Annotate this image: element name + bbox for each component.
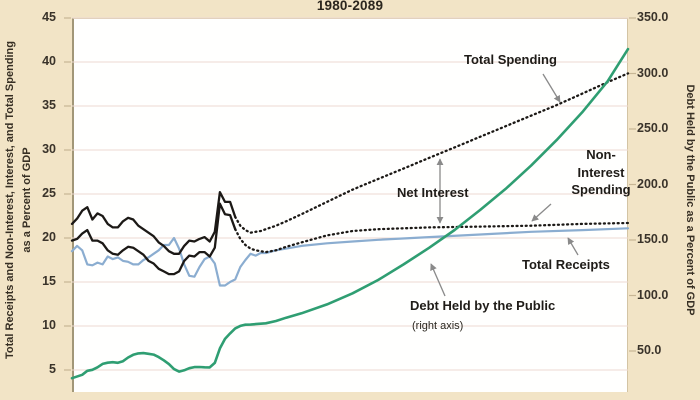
left-axis-tick-label: 30 bbox=[42, 142, 56, 156]
left-axis-tick-label: 15 bbox=[42, 274, 56, 288]
left-axis-tick-label: 25 bbox=[42, 186, 56, 200]
non-interest-spending-label-line3: Spending bbox=[571, 182, 631, 198]
total-spending-arrow bbox=[542, 73, 561, 103]
right-axis-tick-label: 200.0 bbox=[637, 176, 669, 191]
total-receipts-line bbox=[70, 227, 630, 287]
right-axis-tick-label: 250.0 bbox=[637, 121, 669, 135]
total-spending-line-projection bbox=[234, 72, 630, 234]
total-spending-line-history bbox=[70, 191, 237, 255]
left-axis-tick-label: 5 bbox=[49, 362, 56, 376]
non-interest-spending-line-history bbox=[70, 202, 237, 276]
chart-title: 1980-2089 bbox=[316, 0, 384, 13]
left-axis-tick-label: 40 bbox=[42, 54, 56, 68]
left-axis-tick-label: 20 bbox=[42, 230, 56, 244]
right-axis-tick-label: 50.0 bbox=[637, 343, 662, 357]
plot-area bbox=[72, 18, 628, 392]
left-axis-tick-label: 35 bbox=[42, 98, 56, 112]
right-axis-tick-label: 300.0 bbox=[637, 65, 669, 80]
debt-held-by-the-public-line bbox=[70, 47, 630, 380]
non-interest-spending-label-line2: Interest bbox=[577, 164, 625, 180]
right-axis-tick-label: 100.0 bbox=[637, 287, 669, 302]
non-interest-spending-label-line1: Non- bbox=[586, 147, 616, 162]
debt-held-right-axis-note: (right axis) bbox=[412, 320, 464, 332]
left-axis-tick-label: 45 bbox=[42, 10, 56, 24]
non-interest-spending-line-projection bbox=[234, 221, 630, 254]
debt-held-arrow bbox=[430, 263, 446, 297]
total-receipts-arrow bbox=[567, 237, 579, 256]
non-interest-spending-label: Non- Interest Spending bbox=[556, 146, 646, 199]
debt-held-label: Debt Held by the Public bbox=[410, 298, 556, 313]
total-spending-label: Total Spending bbox=[464, 52, 557, 67]
net-interest-label: Net Interest bbox=[397, 185, 469, 200]
right-axis-tick-label: 150.0 bbox=[637, 232, 669, 246]
total-receipts-label: Total Receipts bbox=[522, 257, 610, 272]
right-axis-tick-label: 350.0 bbox=[637, 10, 669, 24]
left-axis-tick-label: 10 bbox=[42, 318, 56, 332]
non-interest-spending-arrow bbox=[531, 203, 552, 222]
